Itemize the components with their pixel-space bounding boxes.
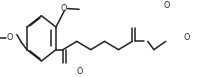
Text: O: O [61,4,67,13]
Text: O: O [6,33,13,43]
Text: O: O [76,67,83,76]
Text: O: O [184,33,190,43]
Text: O: O [164,1,170,10]
